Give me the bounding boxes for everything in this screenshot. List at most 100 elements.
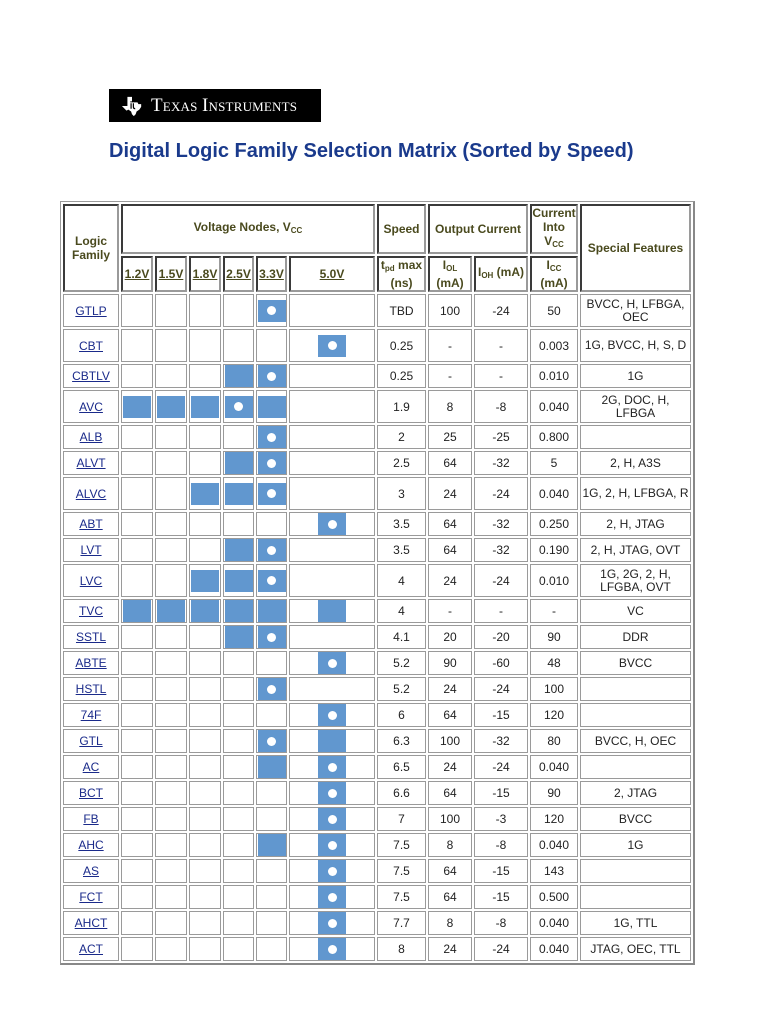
supported-voltage-block-icon — [224, 569, 253, 592]
voltage-node-cell — [289, 651, 375, 675]
logic-family-link[interactable]: ALB — [79, 430, 103, 444]
iol-cell: 24 — [428, 755, 472, 779]
logic-family-link[interactable]: 74F — [80, 708, 102, 722]
header-voltage-3-3v[interactable]: 3.3V — [256, 256, 287, 292]
voltage-node-cell — [223, 781, 254, 805]
logic-family-link[interactable]: CBT — [79, 338, 103, 353]
voltage-node-cell — [121, 833, 153, 857]
voltage-node-cell — [155, 451, 187, 475]
logic-family-link[interactable]: GTL — [79, 734, 103, 748]
ioh-cell: -15 — [474, 859, 528, 883]
voltage-5-0v-link[interactable]: 5.0V — [319, 267, 345, 281]
logic-family-link[interactable]: BCT — [79, 786, 103, 800]
logic-family-link[interactable]: AVC — [79, 399, 103, 414]
primary-voltage-marker-icon — [318, 912, 346, 934]
voltage-node-cell — [121, 564, 153, 597]
logic-family-link[interactable]: ACT — [79, 942, 103, 956]
primary-voltage-marker-icon — [318, 938, 346, 960]
logic-family-link[interactable]: ALVT — [76, 456, 106, 470]
logic-family-link[interactable]: LVT — [80, 543, 102, 557]
voltage-node-cell — [256, 390, 287, 423]
supported-voltage-block-icon — [257, 834, 286, 856]
voltage-node-cell — [256, 425, 287, 449]
voltage-node-cell — [289, 625, 375, 649]
icc-cell: 143 — [530, 859, 578, 883]
logic-family-link[interactable]: ABT — [79, 517, 103, 531]
voltage-node-cell — [189, 807, 221, 831]
logic-family-link[interactable]: AHCT — [74, 916, 108, 930]
header-voltage-5-0v[interactable]: 5.0V — [289, 256, 375, 292]
supported-voltage-block-icon — [191, 600, 219, 622]
voltage-node-cell — [289, 599, 375, 623]
primary-voltage-marker-icon — [257, 626, 286, 648]
primary-voltage-marker-icon — [257, 730, 286, 752]
logic-family-link[interactable]: ABTE — [75, 656, 107, 670]
ioh-cell: -24 — [474, 937, 528, 961]
voltage-1-2v-link[interactable]: 1.2V — [124, 267, 150, 281]
table-row: SSTL 4.1 20 -20 90 DDR — [63, 625, 691, 649]
voltage-node-cell — [155, 885, 187, 909]
tpd-cell: 6 — [377, 703, 426, 727]
icc-cell: 0.040 — [530, 477, 578, 510]
table-row: GTLP TBD 100 -24 50 BVCC, H, LFBGA, OEC — [63, 294, 691, 327]
voltage-1-8v-link[interactable]: 1.8V — [192, 267, 218, 281]
supported-voltage-block-icon — [318, 730, 346, 752]
logic-family-link[interactable]: AHC — [78, 838, 104, 852]
primary-voltage-marker-icon — [318, 652, 346, 674]
voltage-node-cell — [155, 625, 187, 649]
header-voltage-2-5v[interactable]: 2.5V — [223, 256, 254, 292]
logic-family-link[interactable]: ALVC — [75, 486, 107, 501]
voltage-node-cell — [223, 651, 254, 675]
voltage-node-cell — [121, 781, 153, 805]
voltage-3-3v-link[interactable]: 3.3V — [259, 267, 284, 281]
voltage-node-cell — [289, 390, 375, 423]
header-voltage-1-2v[interactable]: 1.2V — [121, 256, 153, 292]
logic-family-link[interactable]: AS — [82, 864, 99, 878]
logic-family-link[interactable]: CBTLV — [72, 369, 110, 383]
voltage-node-cell — [189, 781, 221, 805]
logic-family-cell: AVC — [63, 390, 119, 423]
iol-cell: - — [428, 329, 472, 362]
logic-family-link[interactable]: FCT — [79, 890, 103, 904]
voltage-2-5v-link[interactable]: 2.5V — [226, 267, 251, 281]
logic-family-link[interactable]: HSTL — [75, 682, 107, 696]
logic-family-cell: AHC — [63, 833, 119, 857]
voltage-node-cell — [223, 807, 254, 831]
voltage-node-cell — [155, 390, 187, 423]
voltage-node-cell — [121, 364, 153, 388]
header-output-current: Output Current — [428, 204, 528, 254]
voltage-1-5v-link[interactable]: 1.5V — [158, 267, 184, 281]
voltage-node-cell — [155, 781, 187, 805]
special-features-cell: 2G, DOC, H, LFBGA — [580, 390, 691, 423]
table-row: LVT 3.5 64 -32 0.190 2, H, JTAG, OVT — [63, 538, 691, 562]
voltage-node-cell — [121, 294, 153, 327]
table-row: HSTL 5.2 24 -24 100 — [63, 677, 691, 701]
logic-family-link[interactable]: AC — [82, 760, 100, 774]
ioh-cell: -15 — [474, 885, 528, 909]
tpd-cell: 1.9 — [377, 390, 426, 423]
logic-family-link[interactable]: SSTL — [75, 630, 106, 644]
voltage-node-cell — [289, 512, 375, 536]
table-row: ALVT 2.5 64 -32 5 2, H, A3S — [63, 451, 691, 475]
logic-family-link[interactable]: GTLP — [75, 303, 107, 318]
special-features-cell: 1G — [580, 364, 691, 388]
primary-voltage-marker-icon — [318, 886, 346, 908]
voltage-node-cell — [256, 625, 287, 649]
header-voltage-1-5v[interactable]: 1.5V — [155, 256, 187, 292]
logic-family-link[interactable]: FB — [83, 812, 99, 826]
primary-voltage-marker-icon — [318, 782, 346, 804]
icc-cell: 0.010 — [530, 364, 578, 388]
logic-family-link[interactable]: TVC — [79, 604, 103, 618]
icc-cell: 0.040 — [530, 937, 578, 961]
iol-cell: 64 — [428, 885, 472, 909]
voltage-node-cell — [155, 564, 187, 597]
voltage-node-cell — [121, 677, 153, 701]
tpd-cell: 6.6 — [377, 781, 426, 805]
header-voltage-1-8v[interactable]: 1.8V — [189, 256, 221, 292]
logic-family-link[interactable]: LVC — [79, 573, 103, 588]
supported-voltage-block-icon — [123, 600, 151, 622]
table-row: TVC 4- - - VC — [63, 599, 691, 623]
iol-cell: 64 — [428, 538, 472, 562]
table-row: AHC 7.5 8 -8 0.040 1G — [63, 833, 691, 857]
voltage-node-cell — [121, 651, 153, 675]
